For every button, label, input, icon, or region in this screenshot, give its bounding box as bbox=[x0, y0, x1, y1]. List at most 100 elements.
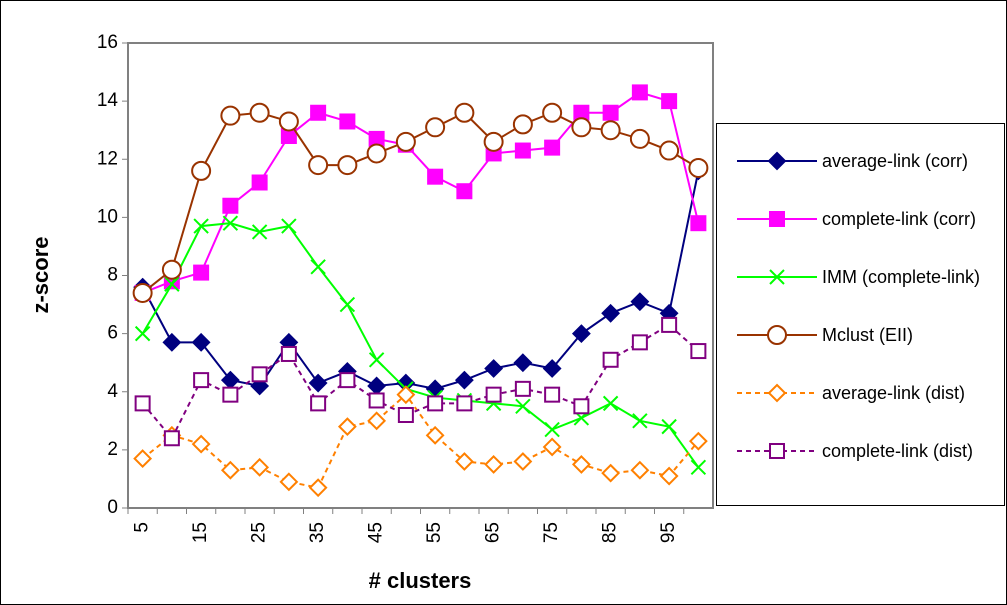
marker bbox=[222, 215, 239, 231]
marker bbox=[544, 139, 561, 156]
x-tick-label: 5 bbox=[132, 522, 153, 533]
marker bbox=[573, 398, 590, 415]
legend-swatch bbox=[737, 325, 817, 345]
legend-item: average-link (corr) bbox=[717, 149, 1006, 207]
marker bbox=[251, 224, 268, 240]
marker bbox=[220, 460, 240, 480]
marker bbox=[308, 373, 328, 393]
legend-item: IMM (complete-link) bbox=[717, 265, 1006, 323]
marker bbox=[425, 425, 445, 445]
marker bbox=[220, 105, 241, 126]
marker bbox=[191, 434, 211, 454]
legend-swatch bbox=[737, 383, 817, 403]
marker bbox=[542, 359, 562, 378]
legend: average-link (corr) complete-link (corr) I… bbox=[716, 123, 1005, 506]
marker bbox=[310, 395, 327, 412]
x-tick-label: 95 bbox=[658, 522, 679, 543]
marker bbox=[427, 168, 444, 185]
marker bbox=[514, 142, 531, 159]
marker bbox=[769, 443, 785, 459]
x-tick-label: 65 bbox=[483, 522, 504, 543]
marker bbox=[483, 131, 504, 152]
marker bbox=[630, 460, 650, 480]
y-tick-label: 0 bbox=[107, 497, 118, 518]
y-axis-label: z-score bbox=[28, 236, 53, 313]
marker bbox=[688, 431, 708, 451]
marker bbox=[515, 398, 531, 414]
marker bbox=[661, 316, 678, 333]
marker bbox=[632, 413, 648, 429]
y-tick-label: 12 bbox=[97, 148, 118, 169]
marker bbox=[690, 343, 707, 360]
marker bbox=[659, 466, 679, 486]
marker bbox=[193, 264, 210, 281]
marker bbox=[659, 140, 680, 161]
legend-label: complete-link (corr) bbox=[822, 209, 977, 229]
marker bbox=[133, 449, 153, 469]
marker bbox=[162, 332, 182, 352]
marker bbox=[222, 197, 239, 214]
marker bbox=[456, 183, 473, 200]
marker bbox=[339, 113, 356, 130]
marker bbox=[191, 160, 212, 181]
legend-swatch bbox=[737, 151, 817, 171]
x-tick-label: 35 bbox=[307, 522, 328, 543]
marker bbox=[601, 303, 621, 323]
marker bbox=[661, 418, 677, 435]
marker bbox=[280, 345, 297, 362]
marker bbox=[571, 454, 591, 474]
marker bbox=[134, 395, 151, 412]
marker bbox=[250, 457, 270, 477]
marker bbox=[164, 276, 180, 292]
marker bbox=[513, 452, 533, 471]
legend-label: average-link (corr) bbox=[822, 151, 969, 171]
x-tick-label: 45 bbox=[366, 522, 387, 543]
marker bbox=[571, 324, 591, 344]
marker bbox=[395, 131, 416, 152]
x-tick-label: 15 bbox=[190, 522, 211, 543]
y-tick-label: 6 bbox=[107, 323, 118, 344]
marker bbox=[601, 463, 621, 483]
marker bbox=[191, 332, 211, 352]
marker bbox=[484, 359, 504, 378]
marker bbox=[310, 104, 327, 121]
marker bbox=[308, 478, 328, 498]
legend-label: Mclust (EII) bbox=[822, 325, 914, 345]
marker bbox=[396, 385, 416, 405]
marker bbox=[661, 93, 678, 110]
legend-item: complete-link (dist) bbox=[717, 439, 1006, 497]
marker bbox=[339, 372, 356, 389]
marker bbox=[251, 174, 268, 191]
marker bbox=[427, 395, 444, 412]
marker bbox=[368, 392, 385, 409]
marker bbox=[454, 452, 474, 471]
x-axis-label: # clusters bbox=[369, 568, 472, 593]
y-tick-label: 10 bbox=[97, 206, 118, 227]
marker bbox=[193, 372, 210, 389]
marker bbox=[368, 352, 385, 368]
marker bbox=[485, 386, 502, 403]
marker bbox=[602, 104, 619, 121]
y-tick-label: 16 bbox=[97, 32, 118, 53]
marker bbox=[161, 259, 182, 280]
marker bbox=[769, 269, 785, 285]
legend-swatch bbox=[737, 443, 817, 459]
legend-swatch bbox=[737, 211, 817, 227]
marker bbox=[514, 380, 531, 397]
marker bbox=[542, 437, 562, 457]
marker bbox=[767, 325, 787, 345]
x-tick-label: 85 bbox=[600, 522, 621, 543]
x-tick-label: 75 bbox=[541, 522, 562, 543]
marker bbox=[337, 417, 357, 437]
marker bbox=[134, 325, 151, 342]
legend-label: average-link (dist) bbox=[822, 383, 966, 403]
marker bbox=[544, 386, 561, 403]
marker bbox=[366, 143, 387, 164]
y-tick-label: 4 bbox=[107, 381, 118, 402]
marker bbox=[132, 282, 153, 303]
legend-item: complete-link (corr) bbox=[717, 207, 1006, 265]
marker bbox=[767, 151, 787, 171]
legend-item: Mclust (EII) bbox=[717, 323, 1006, 381]
marker bbox=[337, 155, 358, 176]
marker bbox=[631, 84, 648, 101]
